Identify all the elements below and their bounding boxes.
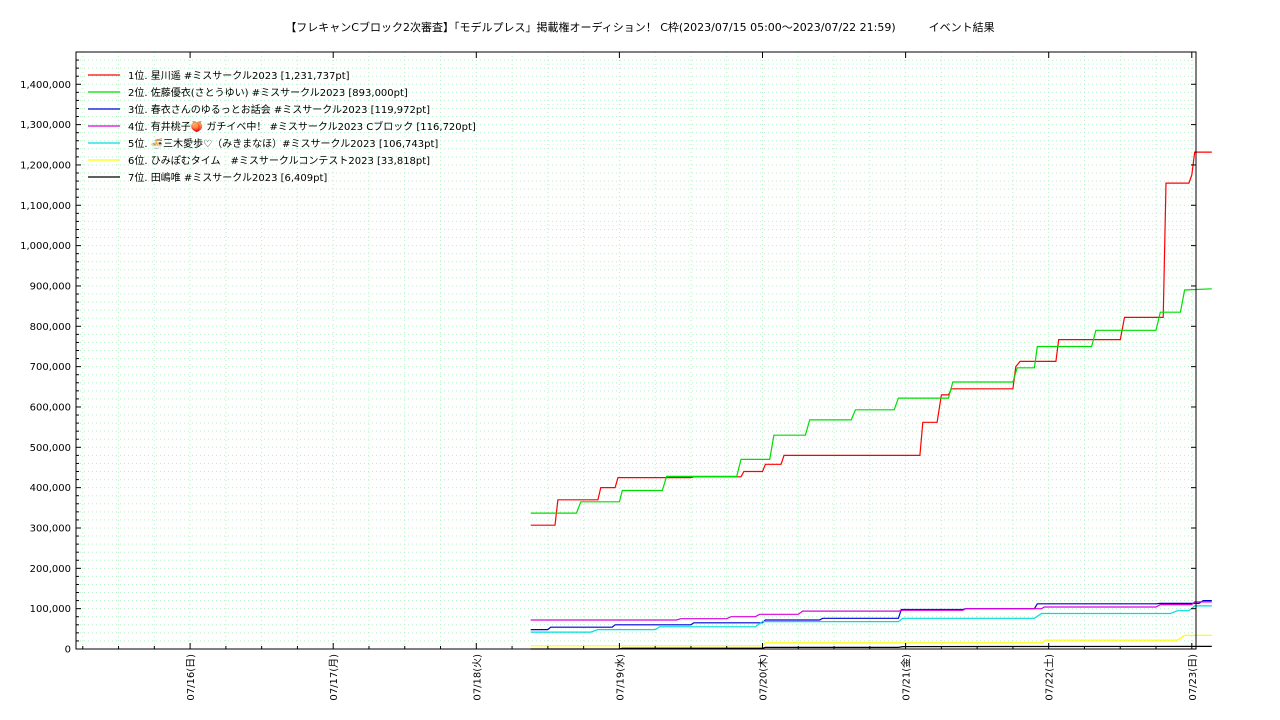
legend-label-4: 4位. 有井桃子🍑 ガチイベ中！ #ミスサークル2023 Cブロック [116,… [128,120,476,133]
y-tick-label: 500,000 [30,443,71,454]
y-tick-label: 1,400,000 [20,80,71,91]
y-tick-label: 1,100,000 [20,201,71,212]
series-line-1 [530,151,1212,526]
y-tick-label: 800,000 [30,322,71,333]
y-tick-label: 0 [65,645,71,656]
series-line-3 [530,599,1212,631]
x-tick-label: 07/18(火) [471,654,483,701]
chart-title: 【フレキャンCブロック2次審査】「モデルプレス」掲載権オーディション！ C枠(2… [285,21,995,34]
grid [76,52,1196,649]
y-tick-label: 1,300,000 [20,120,71,131]
x-tick-label: 07/21(金) [900,654,913,701]
legend-label-5: 5位. 🍜三木愛歩♡（みきまなほ）#ミスサークル2023 [106,743pt] [128,137,438,150]
y-tick-label: 200,000 [30,564,71,575]
legend-label-6: 6位. ひみぽむタイム #ミスサークルコンテスト2023 [33,818pt] [128,154,430,167]
x-tick-label: 07/23(日) [1188,654,1199,701]
y-tick-label: 100,000 [30,604,71,615]
y-tick-label: 300,000 [30,523,71,534]
legend: 1位. 星川遥 #ミスサークル2023 [1,231,737pt] 2位. 佐藤優… [88,69,476,184]
x-tick-label: 07/20(木) [758,654,770,701]
series-line-5 [530,605,1212,633]
x-tick-label: 07/17(月) [328,654,340,701]
y-tick-label: 1,000,000 [20,241,71,252]
y-tick-label: 600,000 [30,402,71,413]
legend-label-2: 2位. 佐藤優衣(さとうゆい) #ミスサークル2023 [893,000pt] [128,86,408,99]
series-line-4 [530,601,1212,621]
x-tick-label: 07/19(水) [614,654,626,701]
y-tick-label: 700,000 [30,362,71,373]
y-tick-label: 900,000 [30,281,71,292]
legend-label-7: 7位. 田嶋唯 #ミスサークル2023 [6,409pt] [128,171,327,184]
y-tick-label: 1,200,000 [20,160,71,171]
x-tick-label: 07/22(土) [1043,654,1056,701]
x-tick-label: 07/16(日) [186,654,197,701]
y-tick-label: 400,000 [30,483,71,494]
legend-label-3: 3位. 春衣さんのゆるっとお話会 #ミスサークル2023 [119,972pt] [128,103,430,116]
series-line-2 [530,288,1212,514]
axes: 0 100,000 200,000 300,000 400,000 500,000 600,… [20,52,1199,701]
legend-label-1: 1位. 星川遥 #ミスサークル2023 [1,231,737pt] [128,69,350,82]
series-lines [530,151,1212,650]
